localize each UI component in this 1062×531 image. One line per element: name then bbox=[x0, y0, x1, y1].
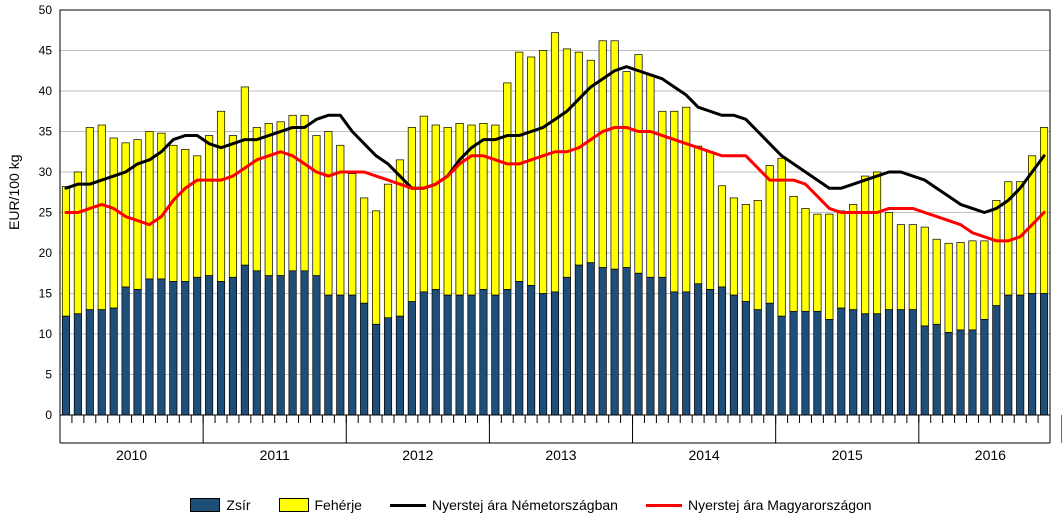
legend-swatch-zsir-icon bbox=[190, 498, 220, 512]
legend-label-de: Nyerstej ára Németországban bbox=[432, 497, 618, 513]
svg-text:2011: 2011 bbox=[260, 447, 290, 463]
svg-text:2015: 2015 bbox=[832, 447, 863, 463]
svg-text:2012: 2012 bbox=[402, 447, 433, 463]
svg-text:2014: 2014 bbox=[689, 447, 720, 463]
svg-text:10: 10 bbox=[39, 327, 53, 341]
svg-text:40: 40 bbox=[39, 84, 53, 98]
svg-text:25: 25 bbox=[39, 206, 53, 220]
legend-swatch-hu-icon bbox=[646, 504, 682, 507]
legend: Zsír Fehérje Nyerstej ára Németországban… bbox=[0, 495, 1062, 513]
legend-item-feherje: Fehérje bbox=[279, 497, 362, 513]
legend-label-hu: Nyerstej ára Magyarországon bbox=[688, 497, 872, 513]
svg-text:2010: 2010 bbox=[116, 447, 147, 463]
chart-svg: 0 5 10 15 20 25 30 35 40 45 50 2010 2011 2012 2013 2014… bbox=[0, 0, 1062, 495]
legend-swatch-feherje-icon bbox=[279, 498, 309, 512]
svg-text:15: 15 bbox=[39, 287, 53, 301]
chart-container: EUR/100 kg 0 5 10 15 20 25 30 35 40 45 50 2010 2011 2… bbox=[0, 0, 1062, 531]
svg-text:30: 30 bbox=[39, 165, 53, 179]
svg-text:35: 35 bbox=[39, 125, 53, 139]
svg-text:5: 5 bbox=[45, 368, 52, 382]
legend-item-line-hu: Nyerstej ára Magyarországon bbox=[646, 497, 872, 513]
svg-text:50: 50 bbox=[39, 3, 53, 17]
legend-item-line-de: Nyerstej ára Németországban bbox=[390, 497, 618, 513]
legend-swatch-de-icon bbox=[390, 504, 426, 507]
svg-text:2016: 2016 bbox=[975, 447, 1006, 463]
svg-text:0: 0 bbox=[45, 408, 52, 422]
legend-item-zsir: Zsír bbox=[190, 497, 250, 513]
legend-label-zsir: Zsír bbox=[226, 497, 250, 513]
svg-text:2013: 2013 bbox=[545, 447, 576, 463]
svg-text:45: 45 bbox=[39, 44, 53, 58]
y-axis-title: EUR/100 kg bbox=[6, 155, 22, 230]
svg-text:20: 20 bbox=[39, 246, 53, 260]
legend-label-feherje: Fehérje bbox=[315, 497, 362, 513]
